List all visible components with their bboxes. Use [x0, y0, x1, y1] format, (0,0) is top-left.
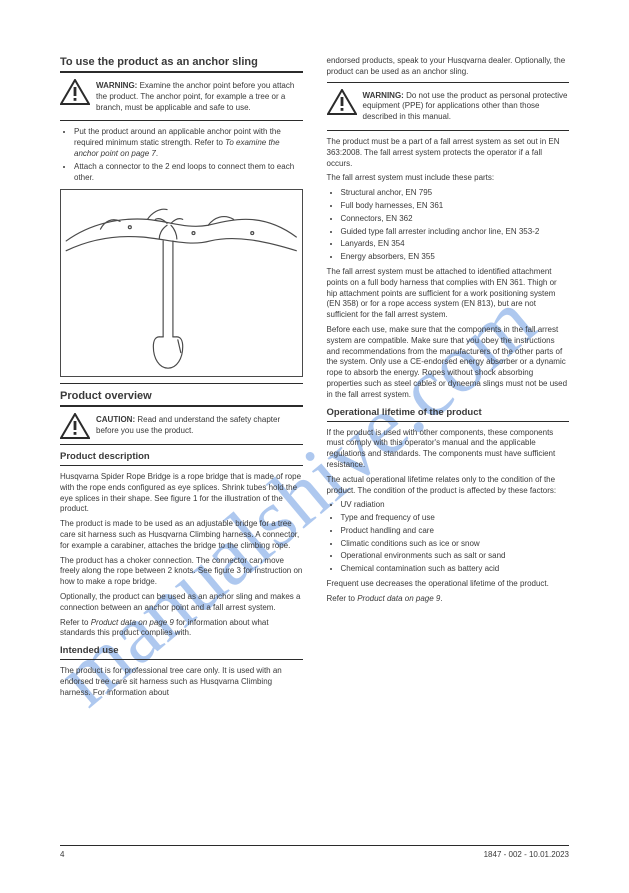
- left-column: To use the product as an anchor sling WA…: [60, 56, 303, 703]
- sub2-heading: Intended use: [60, 645, 303, 656]
- r-sub-rule: [327, 421, 570, 422]
- r-p2: The product must be a part of a fall arr…: [327, 137, 570, 169]
- warning-label: WARNING:: [96, 81, 137, 90]
- columns: To use the product as an anchor sling WA…: [60, 56, 569, 703]
- figure-anchor-sling: [60, 189, 303, 377]
- r-p5: Before each use, make sure that the comp…: [327, 325, 570, 401]
- r-li-1: Full body harnesses, EN 361: [341, 201, 570, 212]
- r-p1: endorsed products, speak to your Husqvar…: [327, 56, 570, 78]
- sec2-caution: CAUTION: Read and understand the safety …: [60, 413, 303, 441]
- r-system-list: Structural anchor, EN 795 Full body harn…: [327, 188, 570, 263]
- r-f-5: Chemical contamination such as battery a…: [341, 564, 570, 575]
- r-p4: The fall arrest system must be attached …: [327, 267, 570, 321]
- sub1-p5: Refer to Product data on page 9 for info…: [60, 618, 303, 640]
- sec1-heading: To use the product as an anchor sling: [60, 56, 303, 68]
- r-sub-p0: If the product is used with other compon…: [327, 428, 570, 471]
- sec2-rule: [60, 405, 303, 407]
- sub1-p2: The product is made to be used as an adj…: [60, 519, 303, 551]
- figure-svg: [61, 190, 302, 376]
- page: To use the product as an anchor sling WA…: [0, 0, 629, 893]
- r-li-3: Guided type fall arrester including anch…: [341, 227, 570, 238]
- sec2-caution-bottom-rule: [60, 444, 303, 445]
- r-f-4: Operational environments such as salt or…: [341, 551, 570, 562]
- sub1-p4: Optionally, the product can be used as a…: [60, 592, 303, 614]
- r-sub-p3: Refer to Product data on page 9.: [327, 594, 570, 605]
- r-warn-bottom-rule: [327, 130, 570, 131]
- r-factors-list: UV radiation Type and frequency of use P…: [327, 500, 570, 575]
- footer: 4 1847 - 002 - 10.01.2023: [60, 845, 569, 859]
- r-f-3: Climatic conditions such as ice or snow: [341, 539, 570, 550]
- sub1-heading: Product description: [60, 451, 303, 462]
- sec2-caution-text: CAUTION: Read and understand the safety …: [96, 413, 303, 437]
- r-li-0: Structural anchor, EN 795: [341, 188, 570, 199]
- caution-icon: [60, 413, 90, 439]
- r-sub-p2: Frequent use decreases the operational l…: [327, 579, 570, 590]
- r-sub-heading: Operational lifetime of the product: [327, 407, 570, 418]
- r-f-1: Type and frequency of use: [341, 513, 570, 524]
- r-sub-p1: The actual operational lifetime relates …: [327, 475, 570, 497]
- sub1-p1: Husqvarna Spider Rope Bridge is a rope b…: [60, 472, 303, 515]
- r-warning: WARNING: Do not use the product as perso…: [327, 89, 570, 127]
- caution-label: CAUTION:: [96, 415, 135, 424]
- sec1-warning-bottom-rule: [60, 120, 303, 121]
- doc-id: 1847 - 002 - 10.01.2023: [484, 850, 569, 859]
- r-f-0: UV radiation: [341, 500, 570, 511]
- page-number: 4: [60, 850, 64, 859]
- sec1-warning: WARNING: Examine the anchor point before…: [60, 79, 303, 117]
- r-warning-label: WARNING:: [363, 91, 404, 100]
- sub2-p1: The product is for professional tree car…: [60, 666, 303, 698]
- sec1-bottom-rule: [60, 383, 303, 384]
- sec1-warning-text: WARNING: Examine the anchor point before…: [96, 79, 303, 113]
- sub1-rule: [60, 465, 303, 466]
- r-warn-top-rule: [327, 82, 570, 83]
- sec1-rule: [60, 71, 303, 73]
- r-p3: The fall arrest system must include thes…: [327, 173, 570, 184]
- warning-icon: [60, 79, 90, 105]
- r-li-4: Lanyards, EN 354: [341, 239, 570, 250]
- sec2-heading: Product overview: [60, 390, 303, 402]
- r-li-2: Connectors, EN 362: [341, 214, 570, 225]
- r-li-5: Energy absorbers, EN 355: [341, 252, 570, 263]
- sec1-step-2: Attach a connector to the 2 end loops to…: [74, 162, 303, 184]
- r-f-2: Product handling and care: [341, 526, 570, 537]
- sec1-step-1: Put the product around an applicable anc…: [74, 127, 303, 159]
- sub1-p3: The product has a choker connection. The…: [60, 556, 303, 588]
- right-column: endorsed products, speak to your Husqvar…: [327, 56, 570, 703]
- r-warning-text: WARNING: Do not use the product as perso…: [363, 89, 570, 123]
- sec1-steps: Put the product around an applicable anc…: [60, 127, 303, 183]
- warning-icon: [327, 89, 357, 115]
- sub2-rule: [60, 659, 303, 660]
